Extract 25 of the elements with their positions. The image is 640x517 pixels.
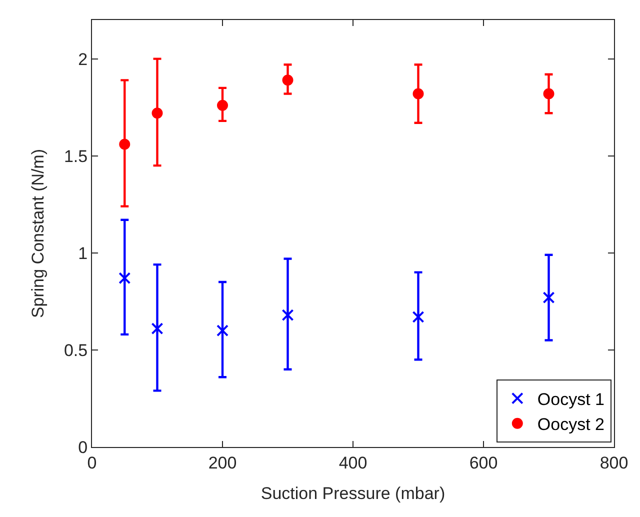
y-tick-label: 1 [78,244,88,263]
legend-label: Oocyst 1 [537,390,604,409]
x-axis-title: Suction Pressure (mbar) [260,484,446,503]
point [542,292,555,304]
point [152,108,163,119]
x-tick-label: 200 [208,453,237,472]
point [151,322,164,335]
point [217,100,228,111]
y-axis-title: Spring Constant (N/m) [28,148,48,318]
point [412,88,424,100]
point [282,309,294,322]
y-tick-label: 1.5 [64,146,88,166]
point [282,74,294,86]
x-tick-label: 800 [600,453,628,472]
y-tick-label: 0 [78,438,88,457]
x-tick-label: 600 [469,453,498,472]
x-tick-label: 400 [338,453,368,472]
point [216,324,228,337]
y-tick-label: 0.5 [64,340,88,360]
point [118,272,131,284]
point [119,138,130,150]
point [412,310,424,323]
point [543,88,554,100]
y-tick-label: 2 [78,50,88,69]
legend-label: Oocyst 2 [537,415,604,434]
